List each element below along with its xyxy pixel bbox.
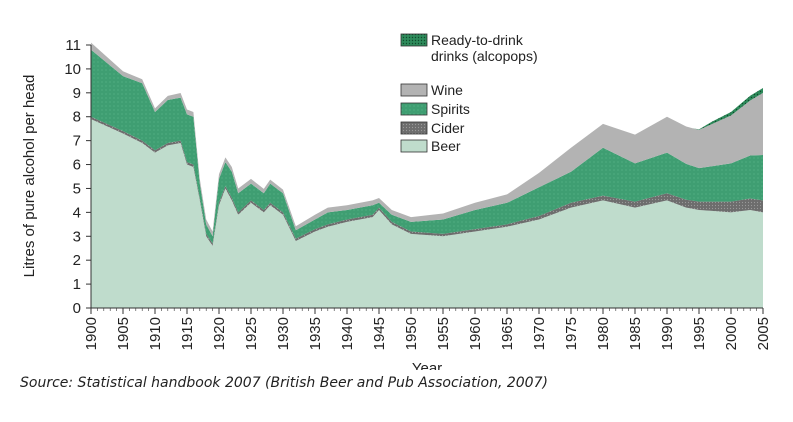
x-tick-label: 2005 [755,317,772,350]
x-tick-label: 1980 [595,317,612,350]
y-tick-label: 1 [73,276,81,293]
legend-swatch-cider [400,121,428,135]
x-tick-label: 1940 [339,317,356,350]
legend-label-spirits: Spirits [431,101,470,117]
x-tick-label: 1960 [467,317,484,350]
legend-label-wine: Wine [431,82,463,98]
x-tick-label: 1975 [563,317,580,350]
y-tick-label: 7 [73,133,81,150]
legend-swatch-alcopops [400,33,428,47]
x-tick-label: 1955 [435,317,452,350]
x-tick-label: 1915 [179,317,196,350]
x-tick-label: 1990 [659,317,676,350]
x-axis-label: Year [412,360,442,370]
legend-swatch-wine [400,83,428,97]
x-tick-label: 1925 [243,317,260,350]
legend-swatch-spirits [400,102,428,116]
x-tick-label: 1905 [115,317,132,350]
y-tick-label: 5 [73,180,81,197]
legend-swatch-beer [400,139,428,153]
area-wine [91,42,763,237]
y-tick-label: 11 [65,37,81,54]
y-tick-label: 4 [73,204,81,221]
alcohol-consumption-chart: 0 1 2 3 4 5 6 7 8 9 10 11 1900 1905 1910 1915 1920 1925 19… [21,32,772,370]
x-tick-label: 1985 [627,317,644,350]
x-tick-label: 1900 [83,317,100,350]
y-tick-label: 8 [73,109,81,126]
y-axis-label: Litres of pure alcohol per head [21,75,38,278]
x-tick-label: 1930 [275,317,292,350]
x-tick-label: 1950 [403,317,420,350]
y-tick-label: 2 [73,252,81,269]
stacked-areas [91,42,763,309]
x-tick-label: 1945 [371,317,388,350]
x-tick-label: 1910 [147,317,164,350]
legend-label-alcopops: Ready-to-drink [431,32,524,48]
x-tick-label: 1920 [211,317,228,350]
y-tick-label: 10 [64,61,81,78]
legend-label-beer: Beer [431,138,461,154]
source-note: Source: Statistical handbook 2007 (Briti… [20,375,548,391]
x-tick-label: 1995 [691,317,708,350]
area-beer [91,119,763,309]
y-tick-label: 9 [73,85,81,102]
x-tick-label: 1935 [307,317,324,350]
y-tick-label: 6 [73,157,81,174]
y-tick-label: 3 [73,228,81,245]
y-tick-label: 0 [73,300,81,317]
legend-label-cider: Cider [431,120,465,136]
area-spirits [91,49,763,244]
axes: 0 1 2 3 4 5 6 7 8 9 10 11 1900 1905 1910 1915 1920 1925 19… [64,37,772,350]
x-tick-label: 1970 [531,317,548,350]
x-tick-label: 1965 [499,317,516,350]
x-tick-label: 2000 [723,317,740,350]
legend-label-alcopops: drinks (alcopops) [431,48,538,64]
